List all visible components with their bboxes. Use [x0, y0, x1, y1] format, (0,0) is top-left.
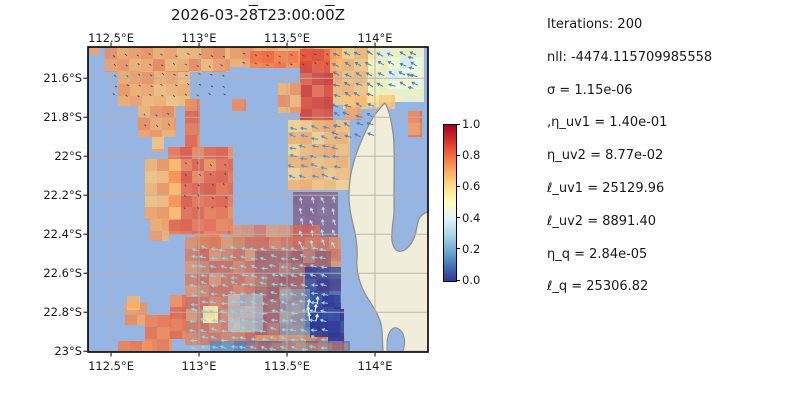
title-part-overlined: 8: [248, 6, 259, 24]
colorbar-tick-label: 0.6: [462, 179, 481, 194]
x-tick-label: 112.5°E: [88, 31, 135, 45]
x-tick-label: 113°E: [181, 31, 217, 45]
title-part: T23:00:0: [258, 6, 326, 24]
colorbar-tick: [456, 154, 460, 156]
colorbar-tick-label: 0.8: [462, 148, 481, 163]
title-part: Z: [334, 6, 345, 24]
stats-line: σ = 1.15e-06: [547, 82, 633, 98]
title-part-overlined: 0: [325, 6, 335, 24]
map-frame: [87, 46, 429, 353]
quiver-arrows: [112, 50, 419, 352]
lagoon: [386, 327, 406, 352]
colorbar-tick-label: 0.4: [462, 210, 481, 225]
colorbar-tick: [456, 248, 460, 250]
land: [348, 102, 428, 352]
y-tick-label: 23°S: [54, 344, 82, 359]
colorbar-tick-label: 0.0: [462, 273, 481, 287]
x-tick-label: 113.5°E: [264, 31, 311, 45]
stats-line: ,η_uv1 = 1.40e-01: [547, 115, 668, 131]
stats-line: ℓ_uv1 = 25129.96: [547, 181, 665, 196]
stats-line: ℓ_uv2 = 8891.40: [547, 213, 656, 229]
colorbar-tick: [456, 217, 460, 219]
stats-panel: Iterations: 200 nll: -4474.115709985558 σ …: [547, 0, 797, 400]
stats-line: ℓ_q = 25306.82: [547, 279, 649, 295]
plot-title: 2026-03-28T23:00:00Z: [88, 6, 428, 24]
colorbar: [443, 124, 457, 282]
stats-line: nll: -4474.115709985558: [547, 49, 713, 65]
colorbar-tick: [456, 279, 460, 281]
y-tick-label: 22.6°S: [43, 266, 82, 281]
colorbar-tick-label: 1.0: [462, 117, 481, 131]
x-tick-label: 113°E: [181, 359, 217, 373]
stats-line: Iterations: 200: [547, 17, 643, 32]
y-tick-label: 21.8°S: [43, 110, 82, 125]
y-tick-label: 21.6°S: [43, 71, 82, 86]
x-tick-label: 114°E: [357, 359, 393, 373]
colorbar-tick: [456, 185, 460, 188]
y-tick-label: 22.4°S: [43, 227, 82, 242]
map-plot: [83, 42, 429, 357]
x-tick-label: 114°E: [357, 31, 393, 45]
title-part: 2026-03-2: [170, 6, 249, 24]
stats-line: η_q = 2.84e-05: [547, 246, 648, 262]
colorbar-tick: [456, 123, 460, 125]
axis-ticks: [83, 42, 376, 357]
y-tick-label: 22°S: [54, 149, 82, 164]
stats-line: η_uv2 = 8.77e-02: [547, 148, 664, 164]
y-tick-label: 22.2°S: [43, 188, 82, 203]
colorbar-tick-label: 0.2: [462, 241, 481, 256]
x-tick-label: 112.5°E: [88, 359, 135, 373]
y-tick-label: 22.8°S: [43, 305, 82, 320]
x-tick-label: 113.5°E: [264, 359, 311, 373]
